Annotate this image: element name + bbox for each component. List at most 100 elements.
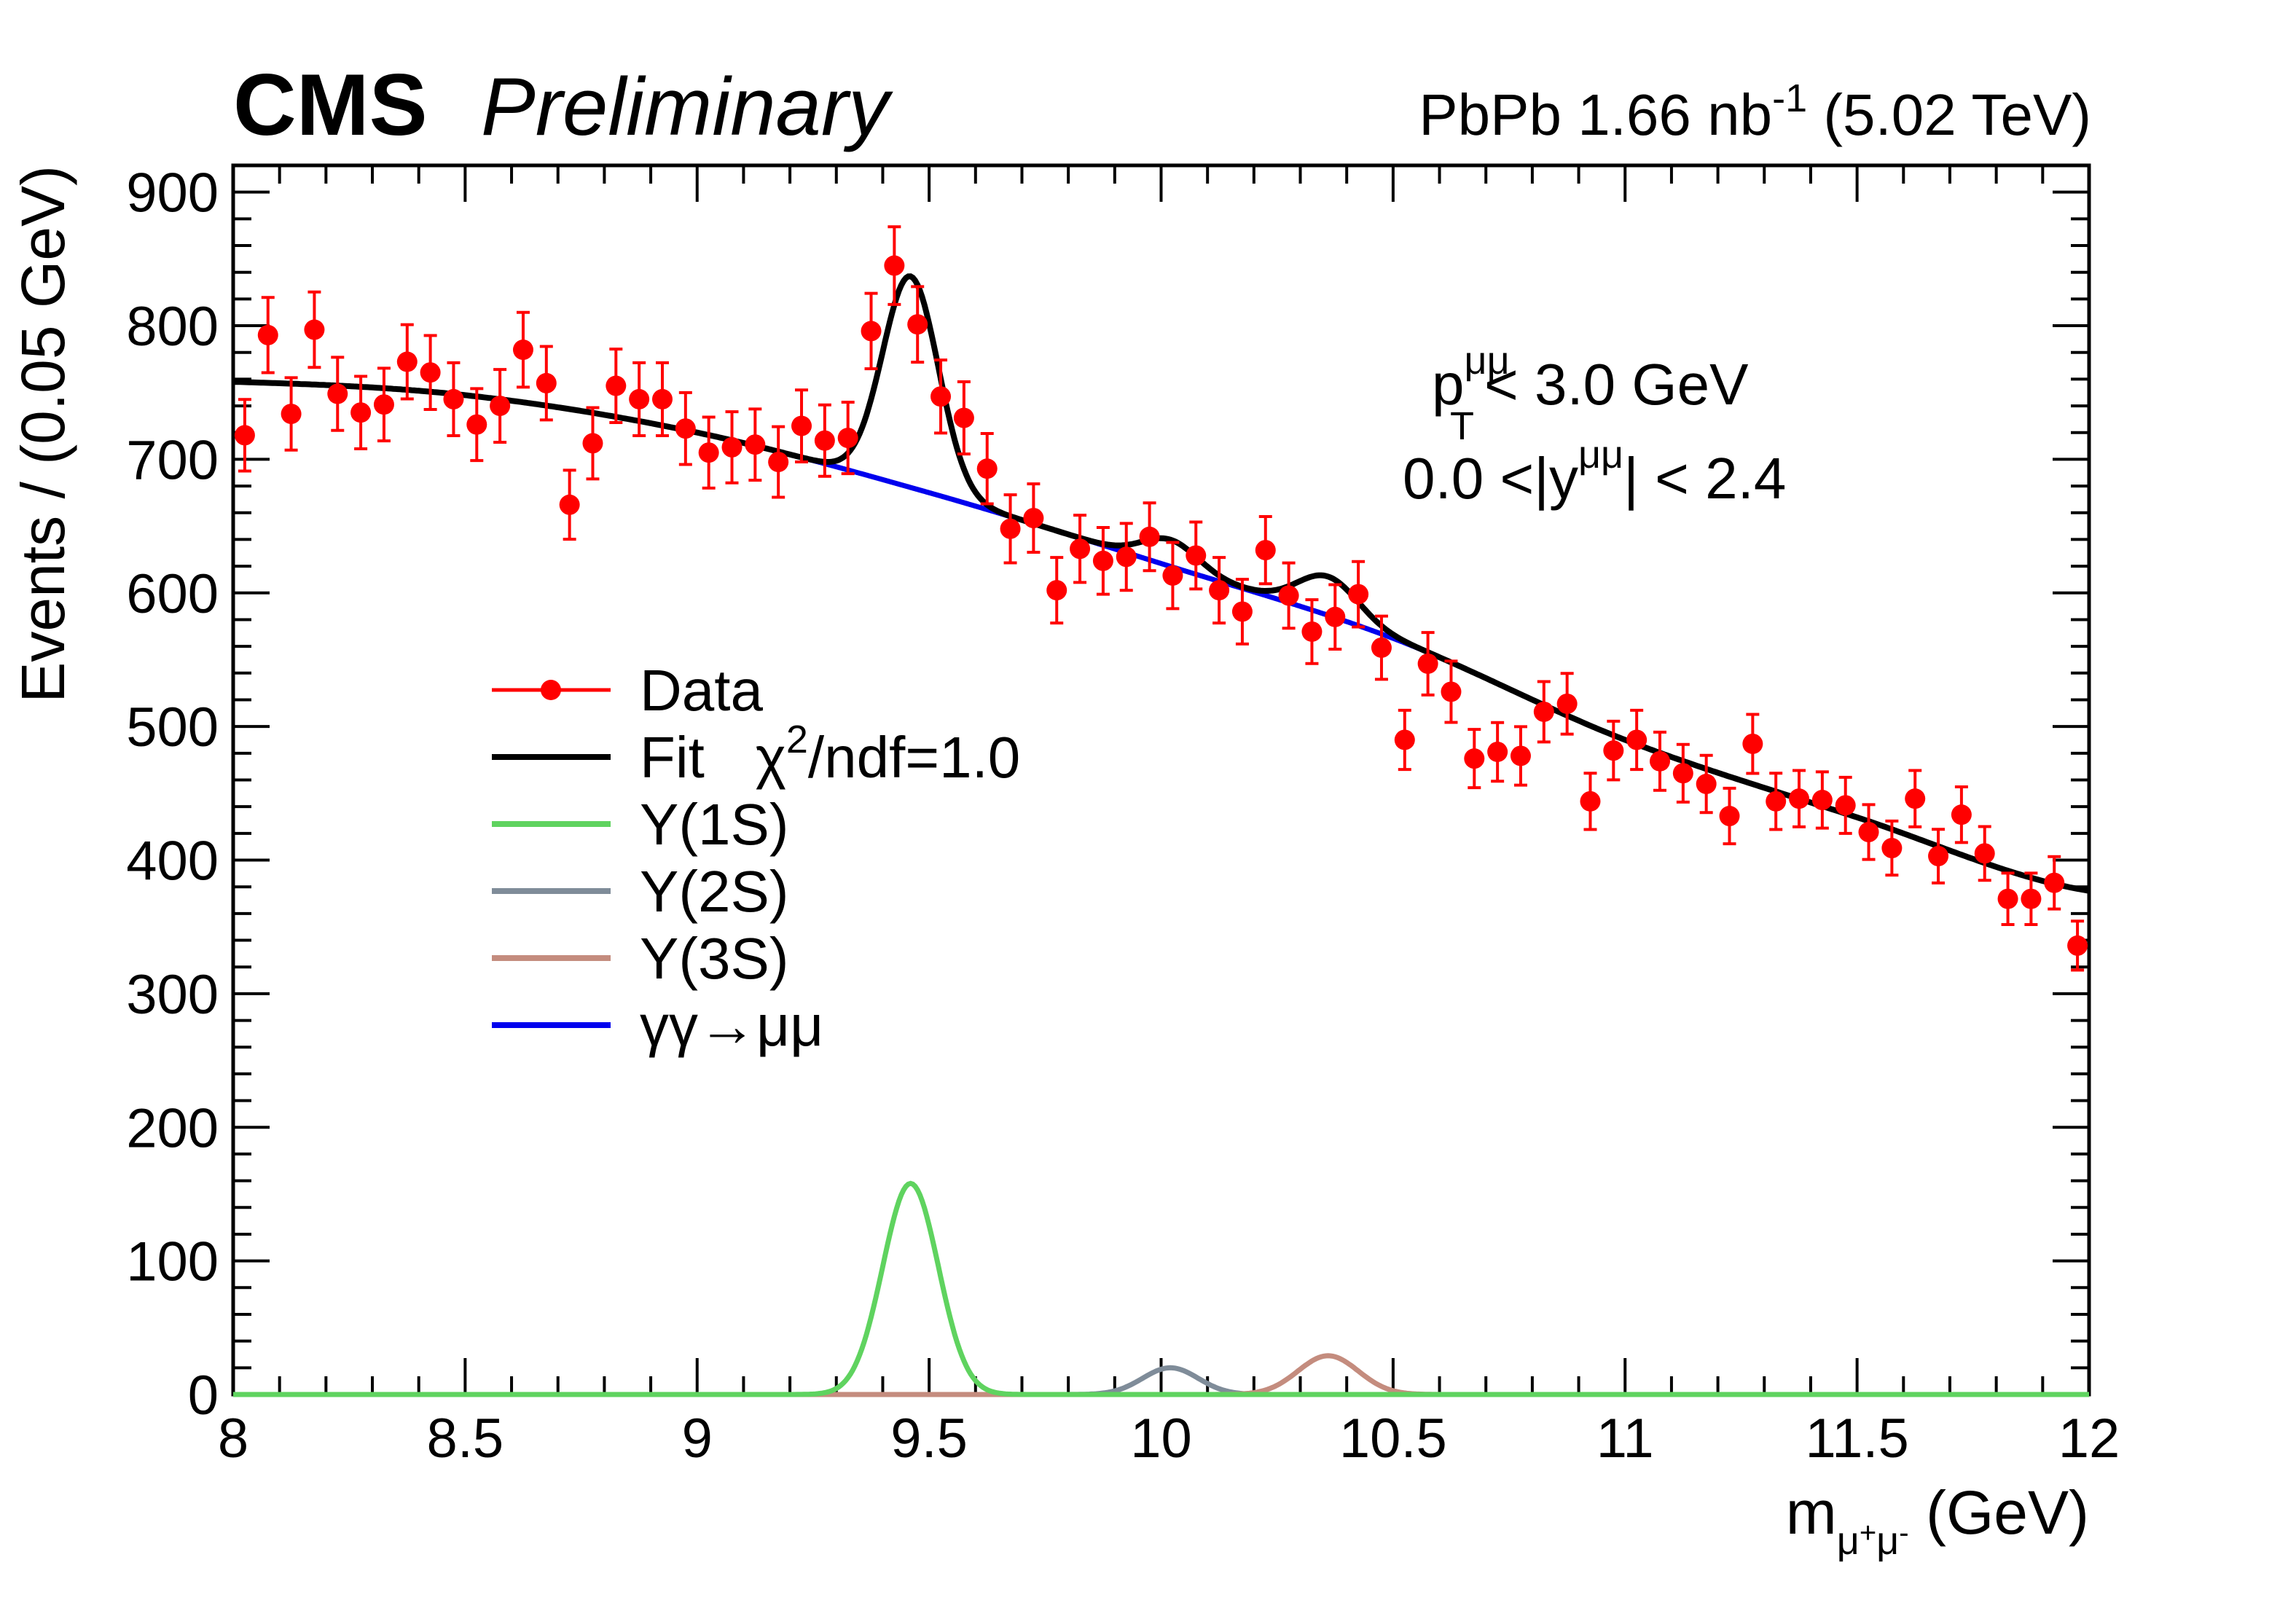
gg-background-curve: [766, 446, 1464, 670]
data-point: [582, 406, 603, 481]
data-point: [1835, 775, 1856, 835]
data-point: [1672, 742, 1693, 804]
data-point: [629, 361, 650, 437]
data-point: [512, 310, 533, 389]
data-point: [350, 374, 372, 450]
data-marker: [1000, 518, 1021, 539]
data-marker: [1301, 621, 1323, 642]
y-tick-label: 200: [126, 1097, 219, 1159]
data-point: [1162, 541, 1183, 611]
data-marker: [1464, 748, 1485, 769]
data-point: [953, 380, 974, 456]
x-tick-label: 11: [1596, 1408, 1654, 1470]
data-marker: [1186, 545, 1207, 566]
data-marker: [466, 414, 487, 435]
data-marker: [1672, 763, 1693, 784]
data-point: [1533, 680, 1554, 744]
data-point: [1255, 515, 1276, 586]
data-marker: [1023, 508, 1044, 529]
data-point: [1650, 730, 1671, 792]
data-marker: [2044, 872, 2065, 893]
data-point: [1441, 659, 1462, 724]
x-tick-label: 10: [1130, 1408, 1192, 1470]
data-marker: [1510, 745, 1531, 766]
axis-ticks: [232, 164, 2091, 1396]
data-point: [1186, 520, 1207, 591]
data-point: [907, 285, 928, 364]
data-marker: [1811, 790, 1833, 811]
data-marker: [1766, 791, 1787, 812]
data-point: [1139, 501, 1160, 573]
data-marker: [1696, 774, 1717, 795]
x-tick-label: 11.5: [1805, 1408, 1908, 1470]
data-point: [721, 410, 743, 485]
data-marker: [768, 452, 789, 473]
data-point: [930, 358, 952, 435]
data-point: [257, 296, 278, 374]
data-marker: [1719, 806, 1740, 827]
data-marker: [304, 319, 325, 340]
data-point: [490, 368, 511, 444]
data-points: [234, 225, 2088, 972]
data-marker: [350, 402, 372, 423]
data-marker: [976, 458, 998, 479]
legend-entry-fit: Fit χ2/ndf=1.0: [492, 718, 1020, 790]
data-point: [1487, 721, 1508, 783]
data-point: [373, 366, 394, 443]
data-marker: [721, 436, 743, 458]
data-point: [1301, 598, 1323, 665]
data-marker: [281, 404, 302, 425]
axis-tick-labels: 8 8.5 9 9.5 10 10.5 11 11.5 12 0 100 200 300 400 500 60…: [126, 162, 2120, 1470]
data-point: [651, 361, 673, 437]
y-tick-label: 300: [126, 964, 219, 1026]
data-point: [791, 388, 812, 463]
data-marker: [1046, 580, 1067, 601]
x-tick-label: 9.5: [890, 1408, 968, 1470]
fit-curve: [232, 273, 2090, 894]
legend-data-label: Data: [640, 658, 763, 723]
data-marker: [1928, 846, 1949, 867]
data-point: [1325, 583, 1346, 651]
data-marker: [373, 394, 394, 415]
data-marker: [953, 407, 974, 428]
data-point: [1997, 871, 2018, 927]
data-marker: [2067, 935, 2088, 956]
data-marker: [629, 388, 650, 409]
data-point: [698, 415, 719, 490]
data-marker: [1556, 693, 1578, 714]
data-marker: [606, 375, 627, 396]
y-tick-label: 100: [126, 1231, 219, 1293]
y-tick-label: 500: [126, 697, 219, 758]
data-marker: [396, 351, 418, 372]
data-point: [1580, 772, 1601, 831]
data-marker: [1417, 653, 1438, 674]
data-marker: [1116, 546, 1137, 568]
data-marker: [2021, 888, 2042, 909]
data-marker: [1650, 750, 1671, 772]
y-tick-label: 800: [126, 296, 219, 358]
data-marker: [745, 434, 766, 455]
data-marker: [1441, 681, 1462, 702]
data-point: [1000, 493, 1021, 565]
data-point: [606, 348, 627, 424]
data-marker: [1974, 843, 1995, 864]
data-point: [443, 361, 464, 437]
legend-entry-y2s: Υ(2S): [492, 859, 789, 924]
data-point: [559, 468, 580, 541]
data-point: [1278, 561, 1299, 630]
preliminary-label: Preliminary: [481, 61, 893, 152]
data-marker: [1603, 740, 1624, 761]
data-point: [1881, 819, 1903, 877]
data-marker: [512, 340, 533, 361]
data-point: [536, 345, 557, 422]
rapidity-cut-label: 0.0 <|yμμ| < 2.4: [1403, 433, 1786, 511]
data-point: [1766, 772, 1787, 831]
data-point: [1603, 719, 1624, 782]
data-point: [1811, 770, 1833, 830]
data-marker: [1858, 822, 1879, 843]
data-marker: [930, 386, 952, 407]
data-marker: [861, 321, 882, 342]
data-marker: [1881, 838, 1903, 859]
data-point: [1046, 556, 1067, 625]
data-point: [1070, 514, 1091, 584]
